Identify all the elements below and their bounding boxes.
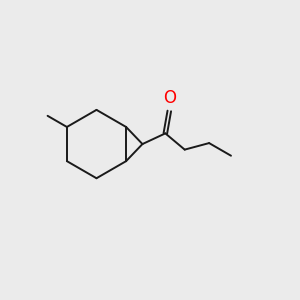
Text: O: O: [163, 89, 176, 107]
